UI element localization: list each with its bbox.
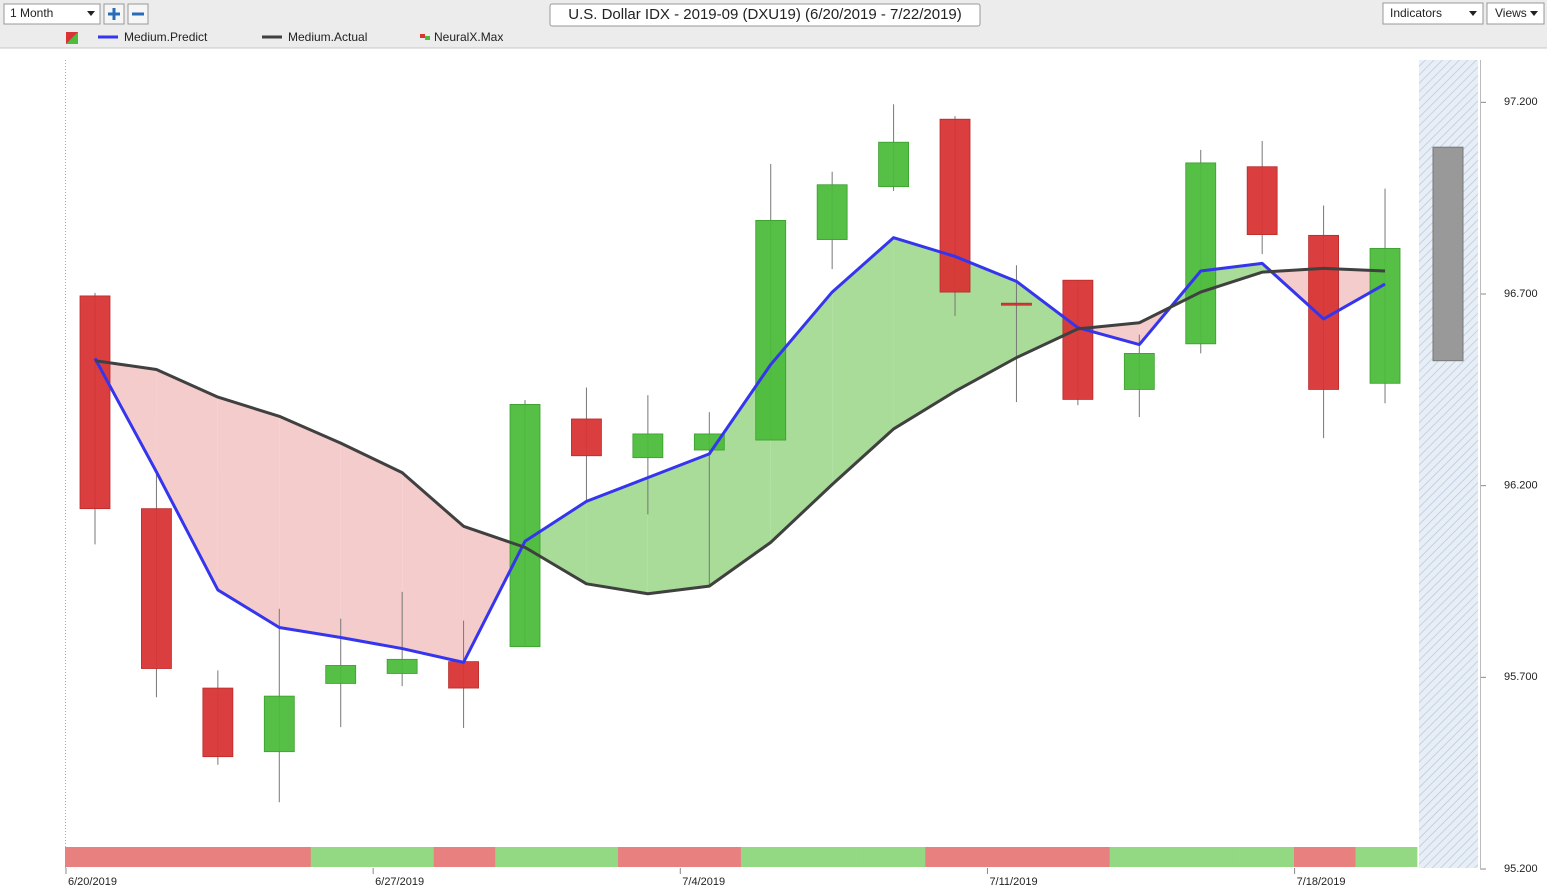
y-tick-label: 96.700 [1504, 288, 1538, 300]
spread-fill [340, 443, 403, 649]
signal-cell [802, 847, 865, 867]
x-tick-label: 7/18/2019 [1297, 876, 1346, 888]
candle-body [939, 118, 971, 293]
signal-cell [618, 847, 680, 867]
legend-label: NeuralX.Max [434, 30, 503, 44]
x-tick-label: 7/11/2019 [989, 876, 1037, 888]
legend-label: Medium.Predict [124, 30, 208, 44]
signal-cell [1294, 847, 1356, 867]
signal-cell [1355, 847, 1418, 867]
views-select[interactable] [1486, 2, 1545, 25]
spread-fill [647, 453, 710, 594]
spread-fill [156, 369, 218, 590]
indicators-label: Indicators [1390, 6, 1442, 20]
dropdown-arrow [1469, 11, 1477, 16]
signal-cell [556, 847, 619, 867]
projection-bar [1432, 146, 1464, 362]
signal-cell [433, 847, 496, 867]
period-label: 1 Month [10, 6, 53, 20]
candle-body [755, 219, 787, 441]
dropdown-arrow [1530, 11, 1538, 16]
indicators-select[interactable] [1382, 2, 1484, 25]
candle-body [1246, 166, 1278, 235]
candle-body [1062, 279, 1094, 400]
y-tick-label: 95.200 [1504, 863, 1538, 875]
spread-fill [525, 501, 587, 584]
signal-cell [1048, 847, 1111, 867]
spread-fill [1016, 281, 1078, 358]
candle-body [1123, 353, 1155, 390]
legend-swatch [420, 34, 425, 38]
candle-body [448, 661, 479, 689]
candle-body [386, 658, 418, 674]
candle-body [325, 665, 357, 684]
signal-cell [126, 847, 189, 867]
spread-fill [279, 416, 341, 638]
candle-body [632, 433, 664, 459]
signal-cell [65, 847, 127, 867]
signal-cell [863, 847, 926, 867]
signal-cell [495, 847, 558, 867]
candle-body [1001, 302, 1032, 306]
legend-label: Medium.Actual [288, 30, 367, 44]
signal-cell [679, 847, 742, 867]
y-tick-label: 95.700 [1504, 671, 1538, 683]
candle-body [816, 184, 848, 240]
legend-icon [66, 32, 78, 44]
y-tick-label: 96.200 [1504, 480, 1538, 492]
candle-body [202, 687, 234, 758]
x-tick-label: 7/4/2019 [682, 876, 725, 888]
signal-cell [1171, 847, 1234, 867]
plus-icon [108, 8, 120, 20]
title-box [549, 3, 981, 27]
candle-body [878, 141, 909, 188]
candle-body [1185, 162, 1217, 345]
dropdown-arrow [87, 11, 95, 16]
signal-cell [740, 847, 803, 867]
spread-fill [217, 397, 280, 628]
x-tick-label: 6/20/2019 [68, 876, 117, 888]
x-tick-label: 6/27/2019 [375, 876, 424, 888]
signal-cell [925, 847, 988, 867]
candle-body [141, 508, 172, 669]
period-select[interactable] [3, 3, 101, 25]
signal-cell [1232, 847, 1295, 867]
spread-fill [832, 237, 894, 485]
views-label: Views [1495, 6, 1527, 20]
signal-cell [372, 847, 435, 867]
spread-fill [463, 526, 523, 663]
candle-body [693, 433, 725, 451]
candle-body [1369, 247, 1401, 384]
signal-cell [187, 847, 250, 867]
candle-body [79, 295, 111, 510]
y-tick-label: 97.200 [1504, 96, 1538, 108]
candle-body [571, 418, 602, 457]
spread-fill [402, 472, 464, 663]
chart-title: U.S. Dollar IDX - 2019-09 (DXU19) (6/20/… [568, 6, 962, 23]
signal-cell [1109, 847, 1172, 867]
signal-cell [310, 847, 373, 867]
legend-swatch [425, 36, 430, 40]
series-line [94, 266, 1386, 596]
spread-fill [586, 477, 648, 594]
candle-body [509, 403, 541, 648]
signal-cell [986, 847, 1049, 867]
signal-cell [249, 847, 312, 867]
candle-body [263, 695, 295, 753]
